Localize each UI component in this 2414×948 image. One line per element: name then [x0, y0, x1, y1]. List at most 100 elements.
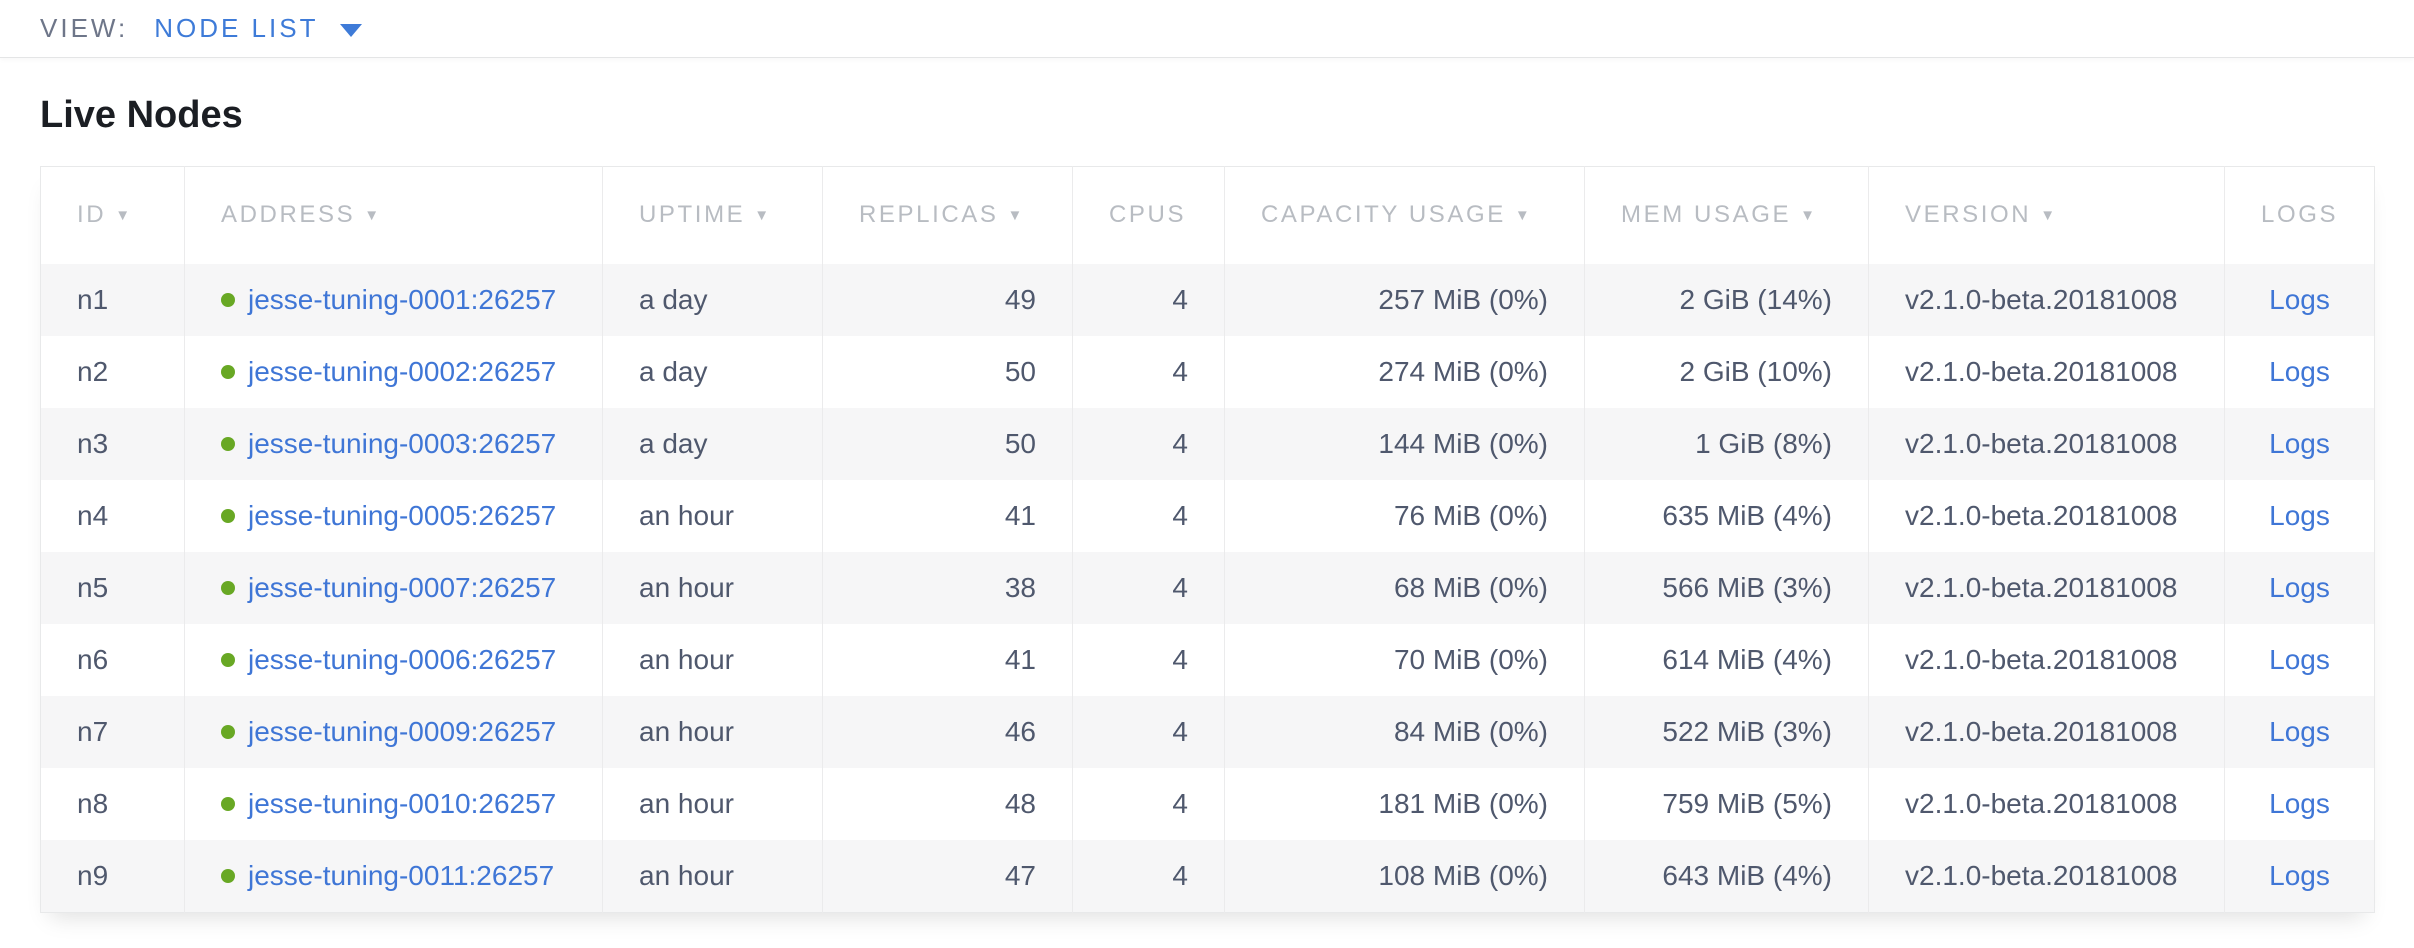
node-address-link[interactable]: jesse-tuning-0005:26257 — [248, 499, 557, 531]
node-logs-link[interactable]: Logs — [2269, 283, 2330, 315]
node-address-cell: jesse-tuning-0010:26257 — [184, 767, 603, 840]
table-row: n9 jesse-tuning-0011:26257 an hour 47 4 … — [40, 839, 2375, 912]
node-logs-link[interactable]: Logs — [2269, 859, 2330, 891]
node-cpus-cell: 4 — [1072, 479, 1225, 552]
node-cpus-cell: 4 — [1072, 335, 1225, 408]
table-row: n8 jesse-tuning-0010:26257 an hour 48 4 … — [40, 767, 2375, 840]
node-address-cell: jesse-tuning-0001:26257 — [184, 263, 603, 336]
node-address-link[interactable]: jesse-tuning-0009:26257 — [248, 715, 557, 747]
column-header-cpus: CPUS — [1072, 166, 1225, 264]
node-address-link[interactable]: jesse-tuning-0002:26257 — [248, 355, 557, 387]
node-version-cell: v2.1.0-beta.20181008 — [1868, 695, 2225, 768]
table-row: n4 jesse-tuning-0005:26257 an hour 41 4 … — [40, 479, 2375, 552]
table-row: n2 jesse-tuning-0002:26257 a day 50 4 27… — [40, 335, 2375, 408]
node-logs-link[interactable]: Logs — [2269, 427, 2330, 459]
column-header-uptime[interactable]: UPTIME ▼ — [602, 166, 823, 264]
node-address-cell: jesse-tuning-0003:26257 — [184, 407, 603, 480]
node-id-cell: n3 — [77, 427, 109, 459]
node-cpus-cell: 4 — [1072, 407, 1225, 480]
node-capacity-cell: 257 MiB (0%) — [1224, 263, 1585, 336]
sort-caret-icon: ▼ — [1800, 207, 1818, 225]
node-uptime-cell: an hour — [602, 767, 823, 840]
node-address-link[interactable]: jesse-tuning-0001:26257 — [248, 283, 557, 315]
nodes-table: ID ▼ ADDRESS ▼ UPTIME ▼ REPLICAS ▼ CPUS CAPA… — [40, 166, 2375, 913]
node-address-link[interactable]: jesse-tuning-0007:26257 — [248, 571, 557, 603]
node-logs-link[interactable]: Logs — [2269, 571, 2330, 603]
table-row: n1 jesse-tuning-0001:26257 a day 49 4 25… — [40, 263, 2375, 336]
node-live-status-icon — [221, 436, 235, 451]
table-row: n7 jesse-tuning-0009:26257 an hour 46 4 … — [40, 695, 2375, 768]
node-live-status-icon — [221, 580, 235, 595]
live-nodes-section: Live Nodes — [0, 58, 2414, 138]
node-cpus-cell: 4 — [1072, 551, 1225, 624]
column-header-address[interactable]: ADDRESS ▼ — [184, 166, 603, 264]
node-mem-cell: 643 MiB (4%) — [1584, 839, 1869, 912]
node-logs-link[interactable]: Logs — [2269, 643, 2330, 675]
node-version-cell: v2.1.0-beta.20181008 — [1868, 263, 2225, 336]
node-logs-link[interactable]: Logs — [2269, 715, 2330, 747]
node-logs-cell: Logs — [2224, 479, 2375, 552]
column-header-replicas[interactable]: REPLICAS ▼ — [822, 166, 1073, 264]
node-replicas-cell: 41 — [822, 479, 1073, 552]
node-logs-link[interactable]: Logs — [2269, 499, 2330, 531]
table-row: n6 jesse-tuning-0006:26257 an hour 41 4 … — [40, 623, 2375, 696]
column-header-version[interactable]: VERSION ▼ — [1868, 166, 2225, 264]
node-logs-link[interactable]: Logs — [2269, 787, 2330, 819]
node-uptime-cell: a day — [602, 407, 823, 480]
node-address-link[interactable]: jesse-tuning-0011:26257 — [248, 859, 555, 891]
column-header-mem-usage[interactable]: MEM USAGE ▼ — [1584, 166, 1869, 264]
node-cpus-cell: 4 — [1072, 767, 1225, 840]
nodes-table-container: ID ▼ ADDRESS ▼ UPTIME ▼ REPLICAS ▼ CPUS CAPA… — [40, 166, 2375, 913]
node-id-cell: n4 — [77, 499, 109, 531]
node-capacity-cell: 274 MiB (0%) — [1224, 335, 1585, 408]
node-live-status-icon — [221, 508, 235, 523]
node-replicas-cell: 50 — [822, 335, 1073, 408]
node-version-cell: v2.1.0-beta.20181008 — [1868, 407, 2225, 480]
node-mem-cell: 1 GiB (8%) — [1584, 407, 1869, 480]
node-live-status-icon — [221, 652, 235, 667]
node-capacity-cell: 68 MiB (0%) — [1224, 551, 1585, 624]
node-version-cell: v2.1.0-beta.20181008 — [1868, 551, 2225, 624]
node-version-cell: v2.1.0-beta.20181008 — [1868, 623, 2225, 696]
node-address-link[interactable]: jesse-tuning-0003:26257 — [248, 427, 557, 459]
node-uptime-cell: a day — [602, 335, 823, 408]
node-id-cell: n8 — [77, 787, 109, 819]
node-uptime-cell: an hour — [602, 551, 823, 624]
sort-caret-icon: ▼ — [754, 207, 772, 225]
node-replicas-cell: 41 — [822, 623, 1073, 696]
node-logs-link[interactable]: Logs — [2269, 355, 2330, 387]
node-live-status-icon — [221, 364, 235, 379]
sort-caret-icon: ▼ — [1007, 207, 1025, 225]
node-cpus-cell: 4 — [1072, 263, 1225, 336]
node-mem-cell: 522 MiB (3%) — [1584, 695, 1869, 768]
sort-caret-icon: ▼ — [2040, 207, 2058, 225]
view-dropdown[interactable]: NODE LIST — [154, 13, 363, 44]
table-row: n3 jesse-tuning-0003:26257 a day 50 4 14… — [40, 407, 2375, 480]
node-uptime-cell: a day — [602, 263, 823, 336]
node-capacity-cell: 76 MiB (0%) — [1224, 479, 1585, 552]
node-id-cell: n9 — [77, 859, 109, 891]
page-title: Live Nodes — [40, 94, 243, 136]
node-replicas-cell: 46 — [822, 695, 1073, 768]
node-address-link[interactable]: jesse-tuning-0006:26257 — [248, 643, 557, 675]
view-dropdown-value[interactable]: NODE LIST — [154, 13, 319, 43]
node-capacity-cell: 70 MiB (0%) — [1224, 623, 1585, 696]
sort-caret-icon: ▼ — [1514, 207, 1533, 225]
node-address-cell: jesse-tuning-0009:26257 — [184, 695, 603, 768]
node-id-cell: n2 — [77, 355, 109, 387]
column-header-id[interactable]: ID ▼ — [40, 166, 185, 264]
view-label: VIEW: — [40, 13, 129, 43]
node-mem-cell: 614 MiB (4%) — [1584, 623, 1869, 696]
node-logs-cell: Logs — [2224, 623, 2375, 696]
column-header-capacity-usage[interactable]: CAPACITY USAGE ▼ — [1224, 166, 1585, 264]
node-mem-cell: 2 GiB (10%) — [1584, 335, 1869, 408]
node-id-cell: n5 — [77, 571, 109, 603]
node-cpus-cell: 4 — [1072, 839, 1225, 912]
node-address-link[interactable]: jesse-tuning-0010:26257 — [248, 787, 557, 819]
node-replicas-cell: 38 — [822, 551, 1073, 624]
node-replicas-cell: 48 — [822, 767, 1073, 840]
view-selector-bar: VIEW: NODE LIST — [0, 0, 2414, 58]
node-version-cell: v2.1.0-beta.20181008 — [1868, 767, 2225, 840]
node-logs-cell: Logs — [2224, 767, 2375, 840]
node-id-cell: n1 — [77, 283, 109, 315]
